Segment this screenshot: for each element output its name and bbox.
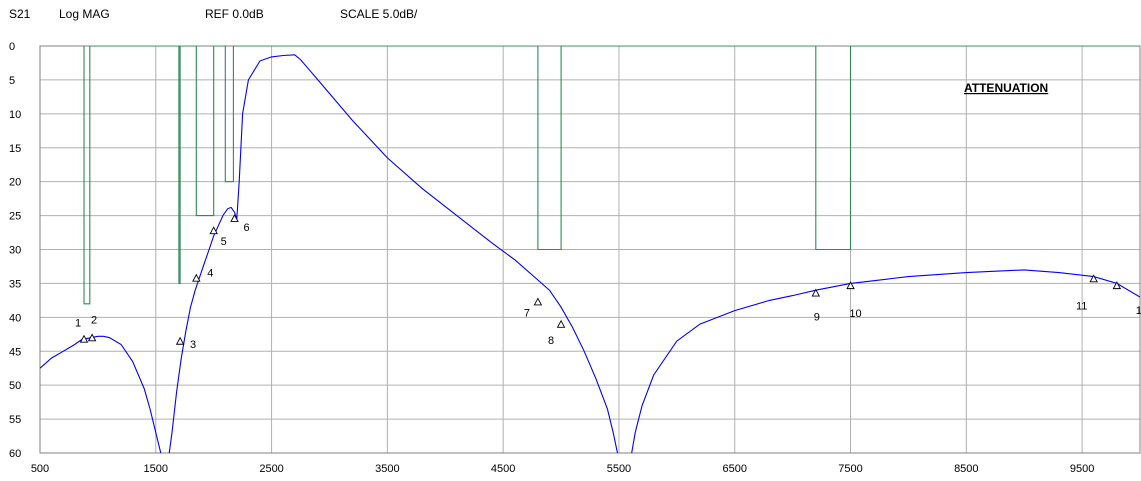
marker-8 (556, 319, 566, 328)
x-tick-label: 1500 (144, 463, 168, 475)
x-tick-label: 4500 (491, 463, 515, 475)
x-tick-label: 7500 (838, 463, 862, 475)
y-axis-ticks: 0 5 10 15 20 25 30 35 40 45 50 55 60 (9, 41, 21, 460)
y-tick-label: 5 (9, 75, 15, 87)
marker-label-3: 3 (190, 339, 196, 351)
x-tick-label: 500 (31, 463, 49, 475)
y-tick-label: 25 (9, 211, 21, 223)
grid (39, 45, 1141, 454)
y-tick-label: 10 (9, 109, 21, 121)
y-tick-label: 55 (9, 414, 21, 426)
y-tick-label: 20 (9, 177, 21, 189)
x-tick-label: 5500 (607, 463, 631, 475)
marker-10 (846, 281, 855, 290)
scale-label: SCALE 5.0dB/ (340, 7, 418, 21)
marker-2 (87, 333, 97, 342)
series-layer (40, 46, 1140, 453)
reference-level-label: REF 0.0dB (205, 7, 264, 21)
markers: 123456789101112 (75, 214, 1141, 351)
marker-11 (1089, 274, 1098, 283)
y-tick-label: 35 (9, 278, 21, 290)
format-label: Log MAG (59, 7, 110, 21)
x-tick-label: 6500 (722, 463, 746, 475)
y-tick-label: 60 (9, 448, 21, 460)
marker-6 (230, 214, 239, 222)
x-tick-label: 8500 (954, 463, 978, 475)
marker-label-4: 4 (207, 268, 213, 280)
marker-label-5: 5 (221, 236, 227, 248)
x-axis-ticks: 500 1500 2500 3500 4500 5500 6500 7500 8500 9500 (31, 463, 1095, 475)
y-tick-label: 15 (9, 143, 21, 155)
series-trace-line (40, 54, 1140, 453)
parameter-label: S21 (9, 7, 31, 21)
marker-label-6: 6 (243, 222, 249, 234)
marker-label-8: 8 (548, 335, 554, 347)
marker-9 (811, 288, 821, 297)
marker-label-2: 2 (91, 314, 97, 326)
x-tick-label: 9500 (1070, 463, 1094, 475)
x-tick-label: 3500 (375, 463, 399, 475)
y-tick-label: 50 (9, 380, 21, 392)
y-tick-label: 30 (9, 245, 21, 257)
y-tick-label: 0 (9, 41, 15, 53)
marker-label-9: 9 (814, 312, 820, 324)
chart-annotation: ATTENUATION (964, 81, 1048, 95)
y-tick-label: 45 (9, 346, 21, 358)
marker-4 (192, 273, 201, 282)
marker-label-7: 7 (524, 307, 530, 319)
marker-label-1: 1 (75, 318, 81, 330)
marker-1 (79, 334, 89, 343)
marker-label-11: 11 (1076, 300, 1087, 312)
marker-7 (533, 297, 543, 306)
marker-3 (175, 336, 185, 345)
marker-label-12: 12 (1136, 305, 1141, 317)
y-tick-label: 40 (9, 312, 21, 324)
marker-12 (1112, 281, 1122, 290)
x-tick-label: 2500 (259, 463, 283, 475)
marker-5 (209, 226, 218, 235)
marker-label-10: 10 (849, 308, 861, 320)
